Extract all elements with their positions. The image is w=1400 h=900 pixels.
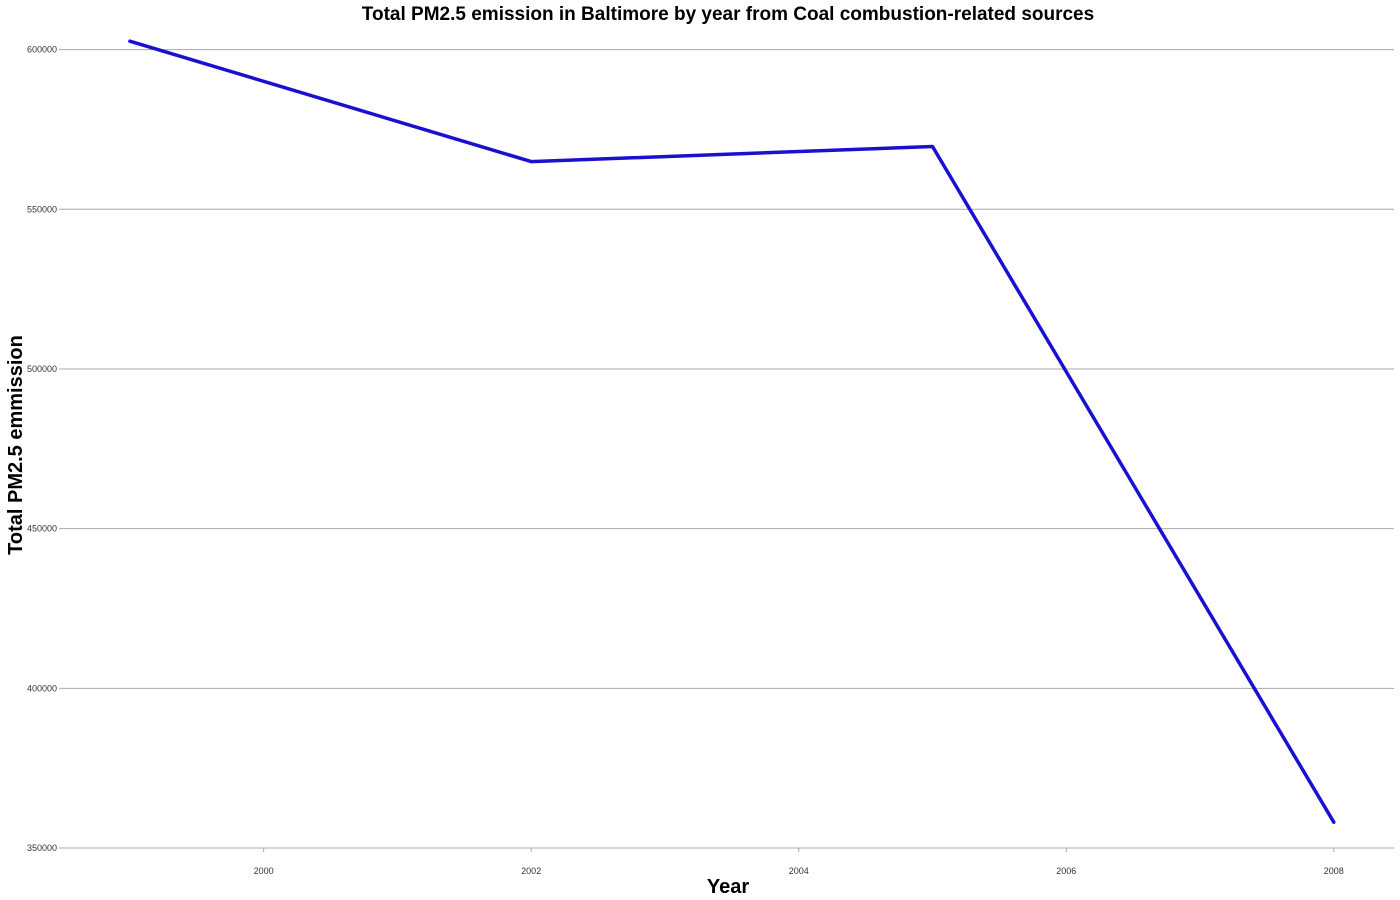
y-axis-title: Total PM2.5 emmission bbox=[5, 335, 27, 555]
y-tick-label: 550000 bbox=[27, 204, 57, 214]
y-tick-label: 350000 bbox=[27, 843, 57, 853]
series-line bbox=[128, 39, 1336, 824]
x-tick-label: 2002 bbox=[521, 866, 541, 876]
y-tick-label: 600000 bbox=[27, 45, 57, 55]
y-axis-ticks: 350000 400000 450000 500000 550000 600000 bbox=[27, 45, 63, 853]
x-tick-label: 2008 bbox=[1324, 866, 1344, 876]
y-tick-label: 400000 bbox=[27, 683, 57, 693]
x-axis-title: Year bbox=[707, 876, 749, 898]
x-tick-label: 2006 bbox=[1056, 866, 1076, 876]
x-axis-ticks: 2000 2002 2004 2006 2008 bbox=[254, 848, 1344, 876]
y-tick-label: 500000 bbox=[27, 364, 57, 374]
y-gridlines bbox=[63, 49, 1394, 849]
y-tick-label: 450000 bbox=[27, 524, 57, 534]
series-lines bbox=[128, 39, 1336, 824]
chart-title: Total PM2.5 emission in Baltimore by yea… bbox=[362, 4, 1094, 25]
x-tick-label: 2004 bbox=[789, 866, 809, 876]
x-tick-label: 2000 bbox=[254, 866, 274, 876]
